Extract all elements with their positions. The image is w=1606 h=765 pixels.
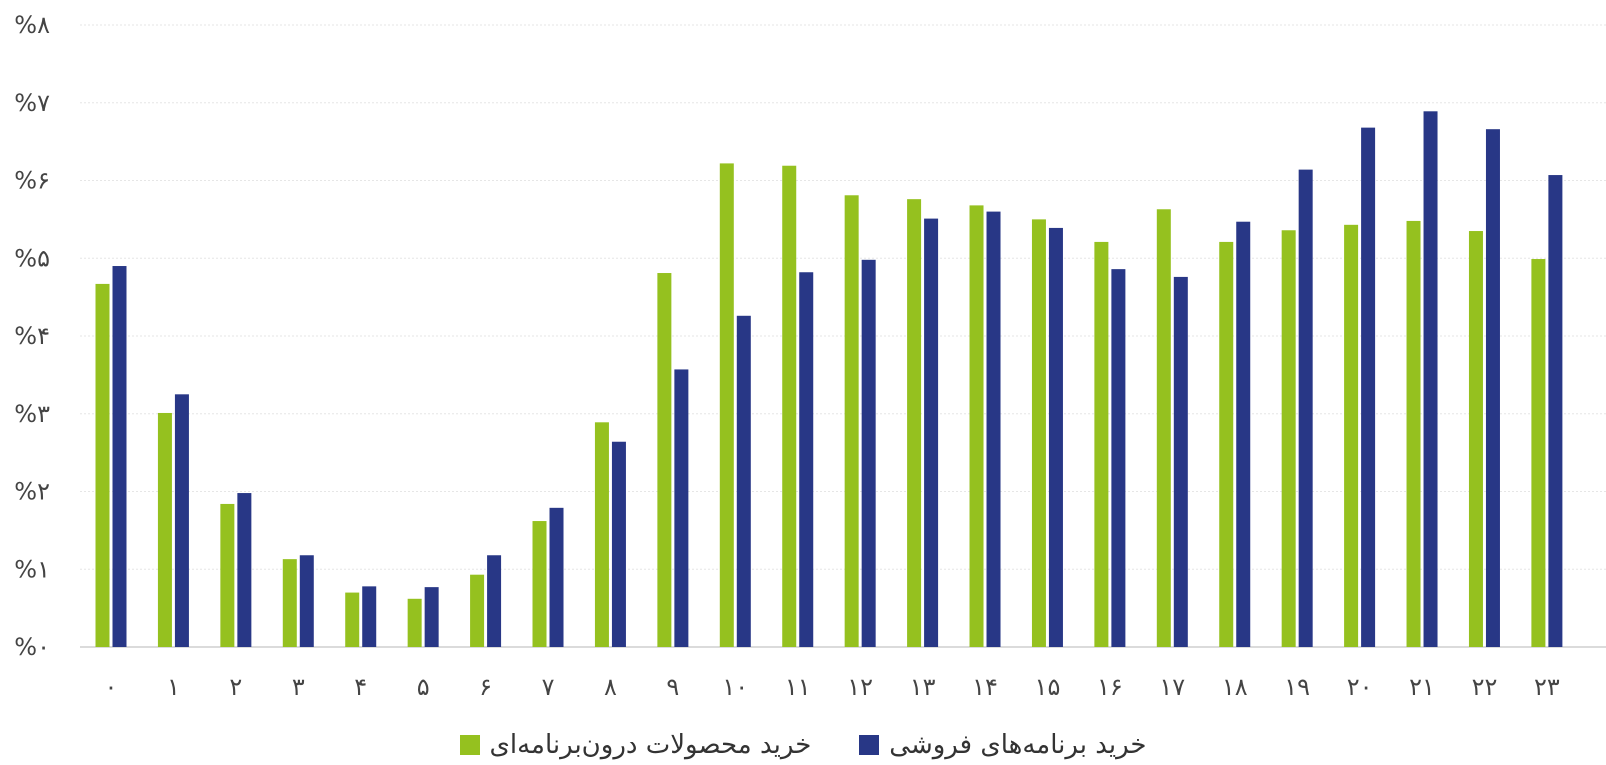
x-tick-label: ۱۲ [847, 673, 873, 701]
y-tick-label: %۷ [14, 89, 50, 117]
legend-item-series-1: خرید محصولات درون‌برنامه‌ای [459, 730, 812, 760]
bar-series-1-cat-4 [345, 592, 360, 647]
x-tick-label: ۲۰ [1347, 673, 1373, 701]
bar-series-2-cat-9 [674, 369, 689, 647]
bar-series-2-cat-17 [1173, 276, 1188, 647]
legend-swatch [459, 735, 480, 755]
bar-series-2-cat-21 [1423, 111, 1438, 648]
x-tick-label: ۲ [229, 673, 242, 701]
legend-item-series-2: خرید برنامه‌های فروشی [859, 730, 1147, 760]
bar-series-1-cat-22 [1468, 231, 1483, 647]
bar-series-2-cat-15 [1048, 227, 1063, 648]
bar-series-2-cat-12 [861, 259, 876, 647]
x-tick-label: ۲۲ [1472, 673, 1498, 701]
x-tick-label: ۷ [542, 673, 555, 701]
x-tick-label: ۴ [354, 673, 367, 701]
y-tick-label: %۶ [14, 167, 50, 195]
y-tick-label: %۱ [14, 555, 50, 583]
bar-series-1-cat-16 [1094, 241, 1109, 648]
bar-series-2-cat-16 [1111, 269, 1126, 647]
bar-series-1-cat-19 [1281, 230, 1296, 647]
bar-series-1-cat-21 [1406, 220, 1421, 647]
bar-series-2-cat-19 [1298, 169, 1313, 648]
legend: خرید برنامه‌های فروشی خرید محصولات درون‌… [0, 727, 1606, 763]
bar-series-1-cat-20 [1344, 224, 1359, 647]
bars [95, 111, 1563, 648]
x-tick-label: ۲۳ [1534, 673, 1560, 701]
bar-series-2-cat-0 [112, 266, 127, 647]
bar-series-1-cat-10 [719, 163, 734, 647]
y-axis-ticks: %۰ %۱ %۲ %۳ %۴ %۵ %۶ %۷ %۸ [14, 11, 50, 661]
bar-series-1-cat-5 [407, 598, 422, 647]
bar-series-2-cat-11 [799, 272, 814, 647]
x-tick-label: ۰ [105, 673, 118, 701]
y-tick-label: %۴ [14, 322, 50, 350]
bar-series-1-cat-7 [532, 521, 547, 647]
bar-series-1-cat-6 [470, 574, 485, 647]
legend-label: خرید برنامه‌های فروشی [889, 730, 1147, 760]
bar-series-1-cat-12 [844, 195, 859, 647]
x-tick-label: ۱ [167, 673, 180, 701]
y-tick-label: %۵ [14, 244, 50, 272]
bar-series-1-cat-13 [907, 199, 922, 647]
bar-series-2-cat-8 [611, 441, 626, 647]
bar-series-2-cat-5 [424, 587, 439, 647]
x-tick-label: ۸ [604, 673, 617, 701]
x-tick-label: ۹ [666, 673, 679, 701]
bar-series-2-cat-23 [1548, 175, 1563, 647]
x-axis-ticks: ۰ ۱ ۲ ۳ ۴ ۵ ۶ ۷ ۸ ۹ ۱۰ ۱۱ ۱۲ ۱۳ ۱۴ ۱۵ ۱۶ ۱۷ ۱۸ ۱۹ ۲۰ ۲۱ ۲۲ ۲۳ [105, 673, 1560, 701]
bar-series-2-cat-1 [174, 394, 189, 647]
bar-series-2-cat-22 [1485, 129, 1500, 647]
bar-series-1-cat-17 [1156, 209, 1171, 647]
x-tick-label: ۱۹ [1284, 673, 1310, 701]
bar-series-1-cat-2 [220, 503, 235, 647]
x-tick-label: ۶ [479, 673, 492, 701]
bar-series-2-cat-3 [299, 555, 314, 647]
x-tick-label: ۱۶ [1097, 673, 1123, 701]
bar-series-1-cat-8 [594, 422, 609, 647]
x-tick-label: ۱۵ [1035, 673, 1061, 701]
bar-series-1-cat-3 [282, 559, 297, 647]
bar-series-1-cat-11 [782, 165, 797, 648]
bar-series-2-cat-2 [237, 493, 252, 647]
y-tick-label: %۳ [14, 400, 50, 428]
x-tick-label: ۱۳ [910, 673, 936, 701]
x-tick-label: ۵ [417, 673, 430, 701]
bar-series-1-cat-18 [1219, 241, 1234, 648]
x-tick-label: ۱۰ [722, 673, 748, 701]
bar-series-2-cat-6 [487, 555, 502, 647]
bar-series-1-cat-1 [157, 412, 172, 647]
y-tick-label: %۲ [14, 478, 50, 506]
legend-label: خرید محصولات درون‌برنامه‌ای [489, 730, 812, 760]
bar-series-1-cat-14 [969, 205, 984, 647]
x-tick-label: ۳ [292, 673, 305, 701]
x-tick-label: ۱۴ [972, 673, 998, 701]
bar-series-1-cat-15 [1031, 219, 1046, 647]
y-tick-label: %۸ [14, 11, 50, 39]
grid-lines [80, 24, 1606, 648]
bar-series-1-cat-9 [657, 273, 672, 647]
bar-series-2-cat-10 [736, 315, 751, 647]
x-tick-label: ۱۸ [1222, 673, 1248, 701]
bar-series-2-cat-13 [924, 218, 939, 647]
x-tick-label: ۱۱ [785, 673, 811, 701]
bar-series-2-cat-14 [986, 211, 1001, 647]
bar-series-2-cat-7 [549, 507, 564, 647]
x-tick-label: ۲۱ [1409, 673, 1435, 701]
bar-series-1-cat-23 [1531, 259, 1546, 647]
bar-series-2-cat-18 [1236, 221, 1251, 647]
x-tick-label: ۱۷ [1159, 673, 1185, 701]
bar-series-1-cat-0 [95, 283, 110, 647]
bar-chart: %۰%۱%۲%۳%۴%۵%۶%۷%۸ ۰ ۱ ۲ ۳ ۴ ۵ ۶ ۷ ۸ ۹ ۱۰ ۱۱ ۱۲ ۱۳ ۱۴ ۱… [14, 11, 1606, 701]
bar-series-2-cat-20 [1361, 127, 1376, 647]
bar-series-2-cat-4 [362, 586, 377, 647]
y-tick-label: %۰ [14, 633, 50, 661]
legend-swatch [859, 735, 880, 755]
